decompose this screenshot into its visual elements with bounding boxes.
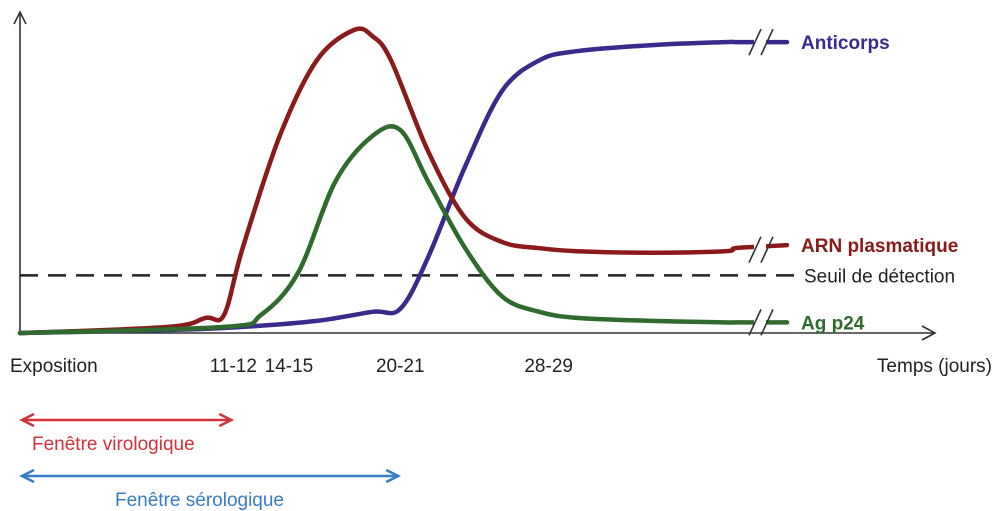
window-serologique-arrowhead-left xyxy=(19,468,35,484)
x-tick-label: 14-15 xyxy=(265,356,314,377)
series-label-arn-plasmatique: ARN plasmatique xyxy=(801,236,958,257)
window-serologique-label: Fenêtre sérologique xyxy=(115,490,284,511)
axis-break-slash xyxy=(760,28,774,56)
x-tick-label: Exposition xyxy=(10,356,98,377)
x-tick-labels: Exposition 11-12 14-15 20-21 28-29 xyxy=(10,356,573,377)
windows-layer: Fenêtre virologique Fenêtre sérologique xyxy=(19,412,402,511)
break-layer xyxy=(748,28,774,336)
x-tick-label: 11-12 xyxy=(210,356,257,377)
x-axis-arrow xyxy=(921,325,937,341)
axis-break-slash xyxy=(748,28,762,56)
series-line-ag-p24 xyxy=(17,124,790,336)
label-layer: Anticorps ARN plasmatique Ag p24 xyxy=(801,33,958,334)
series-layer xyxy=(17,26,790,336)
x-tick-label: 28-29 xyxy=(524,356,573,377)
series-label-anticorps: Anticorps xyxy=(801,33,890,54)
window-virologique-arrowhead-right xyxy=(218,412,235,428)
y-axis-arrow xyxy=(13,10,27,25)
series-line-arn-plasmatique xyxy=(17,26,790,336)
axis-break-slash xyxy=(760,309,774,336)
axis-break-slash xyxy=(748,236,762,264)
series-label-ag-p24: Ag p24 xyxy=(801,313,865,334)
x-axis-label: Temps (jours) xyxy=(877,356,992,377)
x-tick-label: 20-21 xyxy=(376,356,425,377)
axis-break-slash xyxy=(760,236,774,264)
window-virologique-arrowhead-left xyxy=(19,412,35,428)
axis-break-slash xyxy=(748,309,762,336)
window-serologique-arrowhead-right xyxy=(385,468,402,484)
threshold-label: Seuil de détection xyxy=(804,266,955,287)
axes xyxy=(13,10,937,341)
window-virologique-label: Fenêtre virologique xyxy=(32,434,195,455)
threshold-layer: Seuil de détection xyxy=(20,266,955,287)
